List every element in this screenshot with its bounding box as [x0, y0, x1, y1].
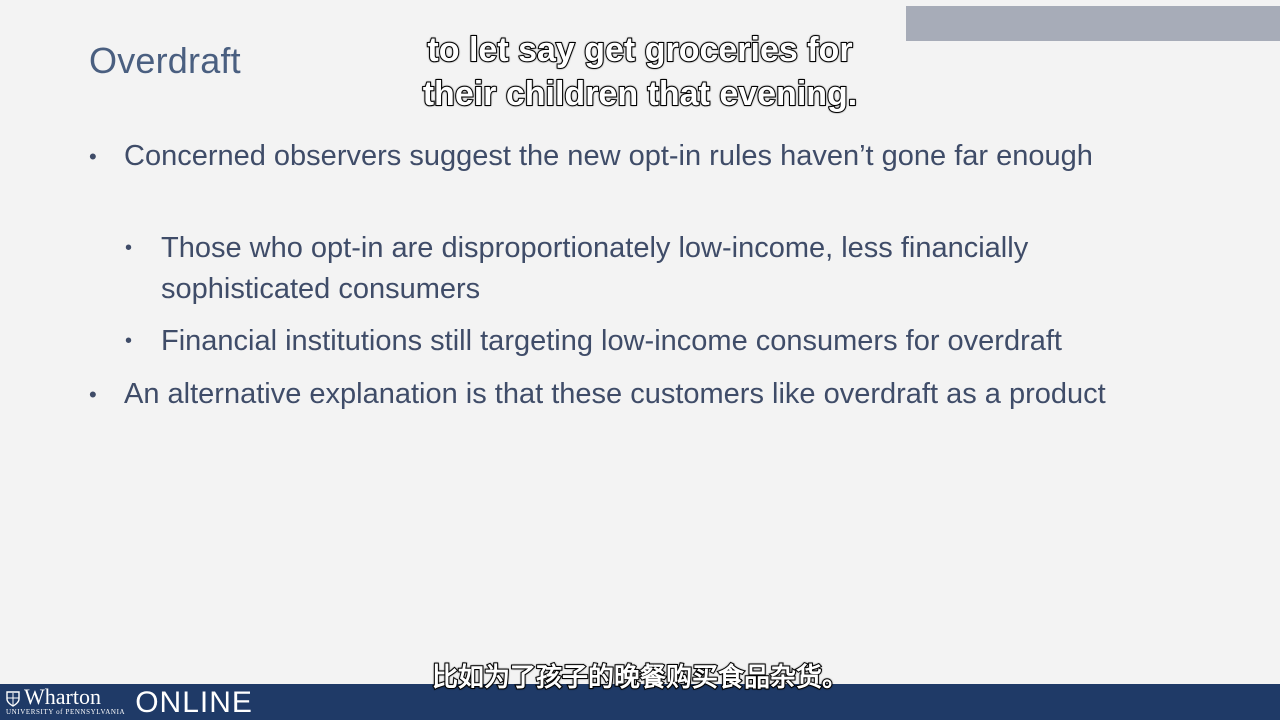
shield-icon: [6, 689, 20, 707]
english-caption-line-1: to let say get groceries for: [426, 30, 853, 70]
sub-bullet-item-1: • Those who opt-in are disproportionatel…: [125, 228, 1151, 310]
slide-title: Overdraft: [89, 40, 241, 81]
bullet-marker: •: [89, 382, 97, 407]
bullet-item-2: • An alternative explanation is that the…: [89, 374, 1124, 415]
sub-bullet-item-2: • Financial institutions still targeting…: [125, 321, 1171, 362]
english-caption: to let say get groceries for their child…: [0, 28, 1280, 116]
logo-online-text: ONLINE: [135, 686, 253, 719]
wharton-wordmark: Wharton UNIVERSITY of PENNSYLVANIA: [6, 686, 125, 717]
wharton-online-logo: Wharton UNIVERSITY of PENNSYLVANIA ONLIN…: [6, 686, 253, 720]
logo-subtitle: UNIVERSITY of PENNSYLVANIA: [6, 708, 126, 716]
bullet-text: Financial institutions still targeting l…: [161, 325, 1062, 357]
bullet-marker: •: [125, 237, 133, 259]
english-caption-line-2: their children that evening.: [422, 74, 859, 114]
bullet-text: Concerned observers suggest the new opt-…: [124, 140, 1093, 172]
chinese-caption: 比如为了孩子的晚餐购买食品杂货。: [431, 662, 849, 694]
bullet-text: Those who opt-in are disproportionately …: [161, 232, 1029, 305]
top-decorative-band: [906, 6, 1280, 41]
bullet-marker: •: [125, 330, 133, 352]
bullet-marker: •: [89, 144, 97, 169]
bullet-item-1: • Concerned observers suggest the new op…: [89, 136, 1124, 177]
logo-name: Wharton: [24, 684, 101, 709]
bullet-text: An alternative explanation is that these…: [124, 378, 1106, 410]
footer-bar: Wharton UNIVERSITY of PENNSYLVANIA ONLIN…: [0, 684, 1280, 720]
